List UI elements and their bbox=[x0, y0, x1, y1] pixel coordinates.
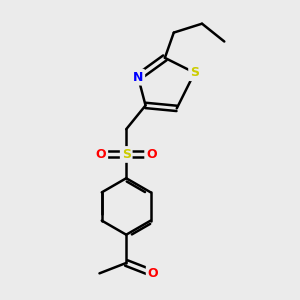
Text: O: O bbox=[96, 148, 106, 161]
Text: S: S bbox=[122, 148, 131, 161]
Text: O: O bbox=[146, 148, 157, 161]
Text: S: S bbox=[190, 66, 199, 79]
Text: N: N bbox=[133, 71, 143, 84]
Text: O: O bbox=[148, 267, 158, 280]
